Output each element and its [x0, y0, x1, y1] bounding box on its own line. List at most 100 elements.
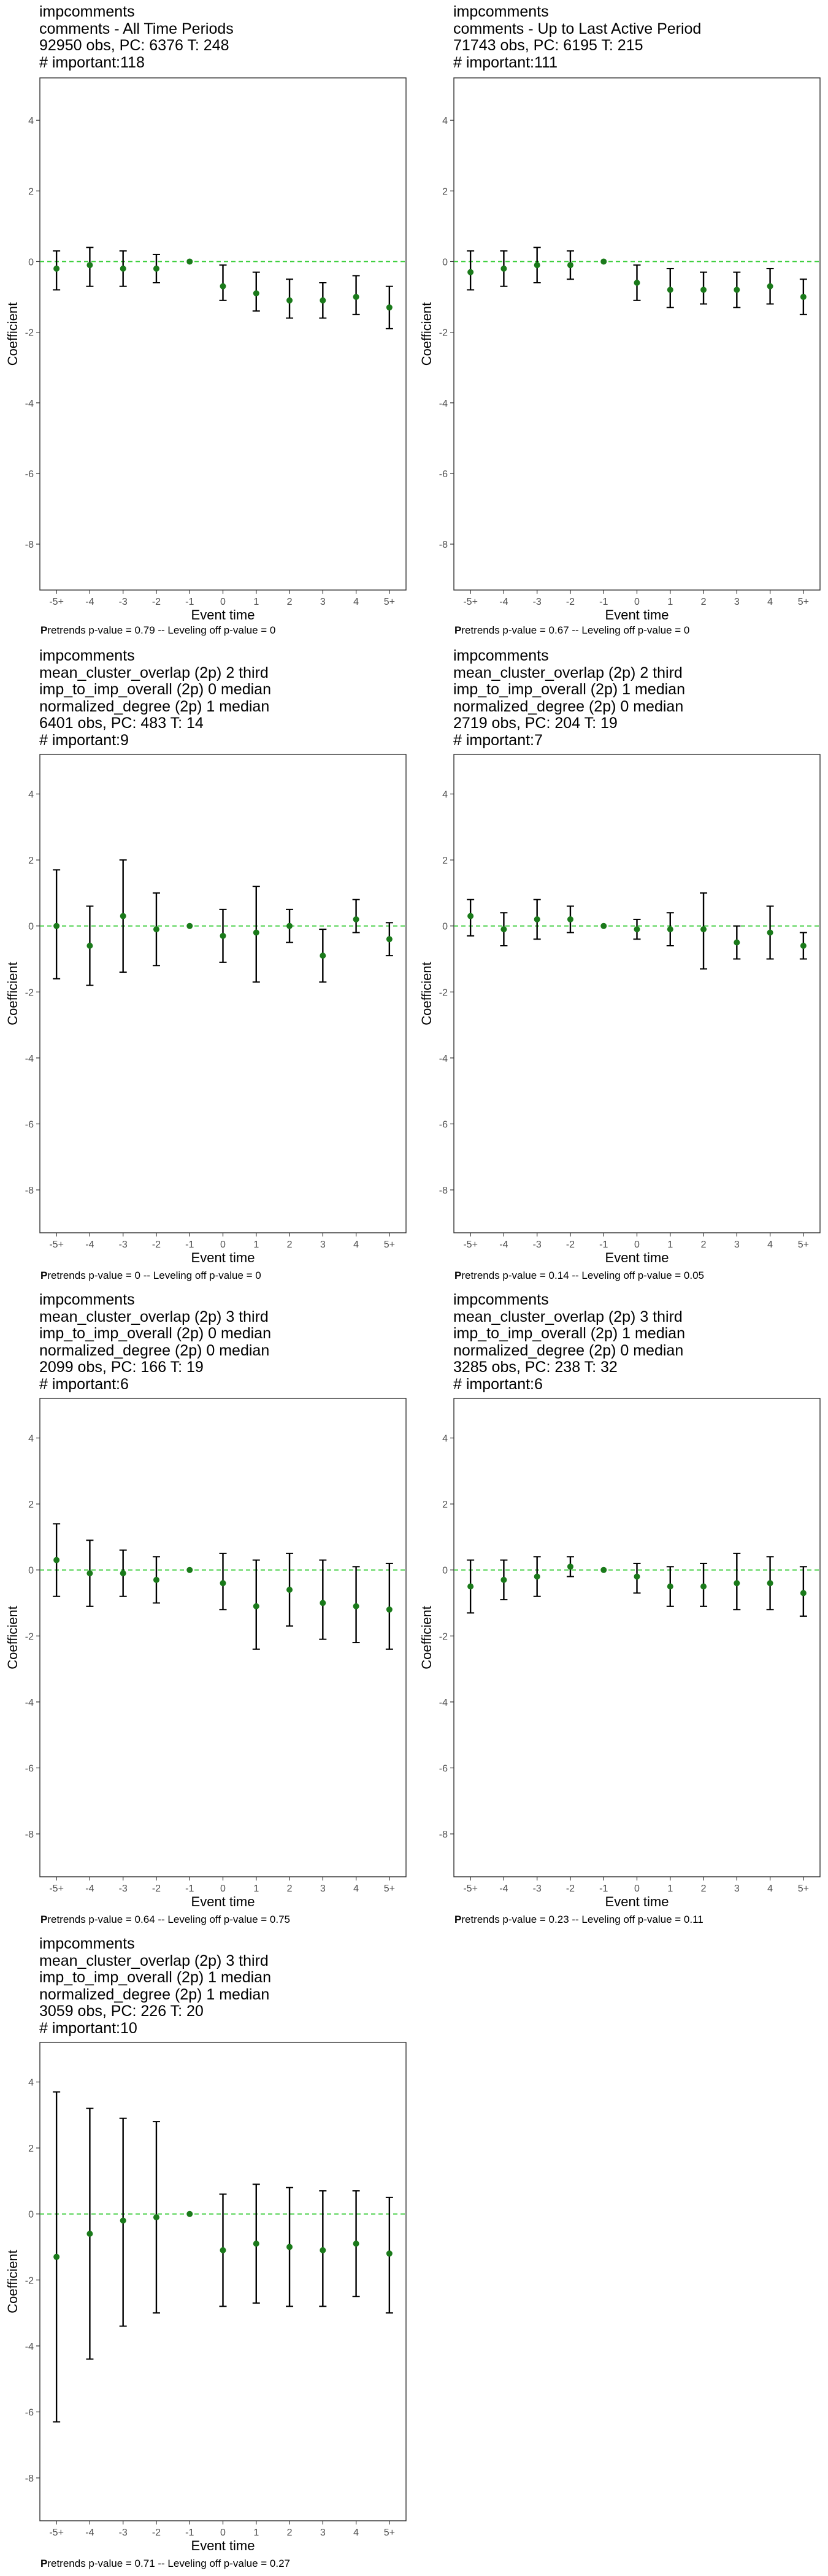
chart-plot: 4 2 0 -2 -4 -6 -8 -5+ -4 -3 -2 -1 0 1 2 3 4 5+ Event time C…: [5, 2042, 407, 2551]
x-tick-label: 4: [767, 1884, 773, 1894]
plot-border: [453, 77, 821, 591]
chart-title-line: 92950 obs, PC: 6376 T: 248: [39, 37, 229, 54]
x-tick-label: 0: [220, 2528, 226, 2538]
x-tick-label: -1: [185, 597, 194, 607]
coefficient-point: [53, 922, 60, 929]
y-tick-label: -6: [25, 1763, 34, 1774]
x-tick-label: 1: [667, 1884, 673, 1894]
x-tick-label: 5+: [798, 597, 809, 607]
coefficient-point: [600, 258, 607, 265]
chart-title-line: impcomments: [453, 1291, 549, 1308]
x-tick-label: -3: [533, 597, 542, 607]
chart-title-line: imp_to_imp_overall (2p) 0 median: [39, 1325, 271, 1342]
coefficient-point: [634, 1573, 640, 1580]
chart-panel: impcomments mean_cluster_overlap (2p) 2 t…: [414, 644, 828, 1288]
x-tick-label: 2: [701, 597, 707, 607]
chart-title-line: mean_cluster_overlap (2p) 2 third: [453, 664, 683, 681]
pvalue-footnote: Pretrends p-value = 0.79 -- Leveling off…: [40, 624, 276, 636]
coefficient-point: [220, 2247, 226, 2253]
x-tick-label: -3: [533, 1884, 542, 1894]
y-tick-label: -6: [439, 1763, 448, 1774]
y-tick-label: -8: [439, 1186, 448, 1196]
chart-title: impcomments mean_cluster_overlap (2p) 3 t…: [39, 1291, 271, 1393]
x-tick-label: 2: [287, 597, 293, 607]
x-tick-label: 1: [253, 1884, 259, 1894]
chart-title-line: impcomments: [453, 3, 549, 20]
chart-panel: impcomments mean_cluster_overlap (2p) 3 t…: [0, 1932, 414, 2576]
coefficient-point: [767, 283, 773, 289]
chart-title-line: normalized_degree (2p) 1 median: [39, 697, 270, 715]
coefficient-point: [186, 2210, 193, 2217]
chart-title-line: imp_to_imp_overall (2p) 0 median: [39, 681, 271, 698]
coefficient-point: [467, 269, 474, 275]
x-tick-label: 4: [353, 1240, 359, 1250]
y-axis-label: Coefficient: [5, 962, 20, 1025]
chart-title-line: 2099 obs, PC: 166 T: 19: [39, 1359, 204, 1376]
chart-title: impcomments mean_cluster_overlap (2p) 2 t…: [453, 647, 685, 749]
coefficient-point: [353, 1603, 359, 1609]
x-tick-label: 1: [253, 1240, 259, 1250]
coefficient-point: [534, 1573, 540, 1580]
coefficient-point: [120, 1570, 126, 1577]
chart-title-line: comments - Up to Last Active Period: [453, 20, 702, 37]
x-tick-label: -5+: [49, 1884, 64, 1894]
x-tick-label: 3: [734, 1240, 740, 1250]
y-axis-label: Coefficient: [5, 1606, 20, 1669]
y-tick-label: 0: [442, 1566, 448, 1576]
chart-title-line: impcomments: [39, 647, 135, 664]
y-tick-label: 2: [442, 1500, 448, 1510]
coefficient-point: [734, 286, 740, 293]
y-tick-label: 0: [28, 257, 34, 267]
x-axis-label: Event time: [191, 2538, 255, 2551]
x-tick-label: -5+: [49, 2528, 64, 2538]
coefficient-point: [534, 916, 540, 922]
chart-title-line: # important:10: [39, 2019, 137, 2037]
coefficient-point: [467, 913, 474, 919]
x-tick-label: 3: [320, 2528, 326, 2538]
chart-title-line: 71743 obs, PC: 6195 T: 215: [453, 37, 643, 54]
coefficient-point: [86, 2231, 93, 2237]
coefficient-point: [220, 283, 226, 289]
x-tick-label: -2: [566, 597, 575, 607]
y-tick-label: -4: [439, 399, 448, 409]
x-tick-label: -5+: [49, 1240, 64, 1250]
chart-title: impcomments mean_cluster_overlap (2p) 3 t…: [453, 1291, 685, 1393]
coefficient-point: [386, 1606, 393, 1613]
coefficient-point: [500, 1576, 507, 1583]
chart-title: impcomments comments - Up to Last Active …: [453, 3, 702, 71]
y-tick-label: -4: [439, 1698, 448, 1708]
coefficient-point: [600, 1566, 607, 1573]
y-tick-label: -6: [25, 1119, 34, 1130]
y-tick-label: -8: [25, 540, 34, 550]
x-tick-label: -5+: [49, 597, 64, 607]
pvalue-footnote: Pretrends p-value = 0 -- Leveling off p-…: [40, 1270, 261, 1281]
y-tick-label: -8: [439, 540, 448, 550]
x-tick-label: 4: [767, 597, 773, 607]
coefficient-point: [53, 2253, 60, 2260]
y-tick-label: -2: [439, 987, 448, 998]
pvalue-footnote: Pretrends p-value = 0.67 -- Leveling off…: [454, 624, 690, 636]
chart-title: impcomments mean_cluster_overlap (2p) 2 t…: [39, 647, 271, 749]
y-tick-label: 4: [442, 790, 448, 800]
coefficient-point: [467, 1583, 474, 1590]
y-tick-label: -6: [25, 469, 34, 480]
chart-panel: impcomments mean_cluster_overlap (2p) 3 t…: [0, 1288, 414, 1932]
x-tick-label: 0: [220, 1240, 226, 1250]
coefficient-point: [286, 1587, 293, 1593]
x-tick-label: -4: [499, 1884, 508, 1894]
x-tick-label: 0: [220, 597, 226, 607]
coefficient-point: [120, 913, 126, 919]
y-tick-label: -2: [25, 987, 34, 998]
chart-title-line: impcomments: [453, 647, 549, 664]
coefficient-point: [153, 926, 159, 933]
y-tick-label: -4: [439, 1054, 448, 1064]
y-axis-label: Coefficient: [419, 962, 434, 1025]
chart-title-line: 2719 obs, PC: 204 T: 19: [453, 715, 618, 732]
x-tick-label: -1: [599, 1240, 608, 1250]
x-tick-label: 2: [287, 2528, 293, 2538]
x-tick-label: -4: [85, 1884, 94, 1894]
coefficient-point: [734, 939, 740, 946]
x-tick-label: 3: [734, 1884, 740, 1894]
chart-panel: impcomments mean_cluster_overlap (2p) 2 t…: [0, 644, 414, 1288]
chart-plot: 4 2 0 -2 -4 -6 -8 -5+ -4 -3 -2 -1 0 1 2 3 4 5+ Event time C…: [5, 754, 407, 1263]
